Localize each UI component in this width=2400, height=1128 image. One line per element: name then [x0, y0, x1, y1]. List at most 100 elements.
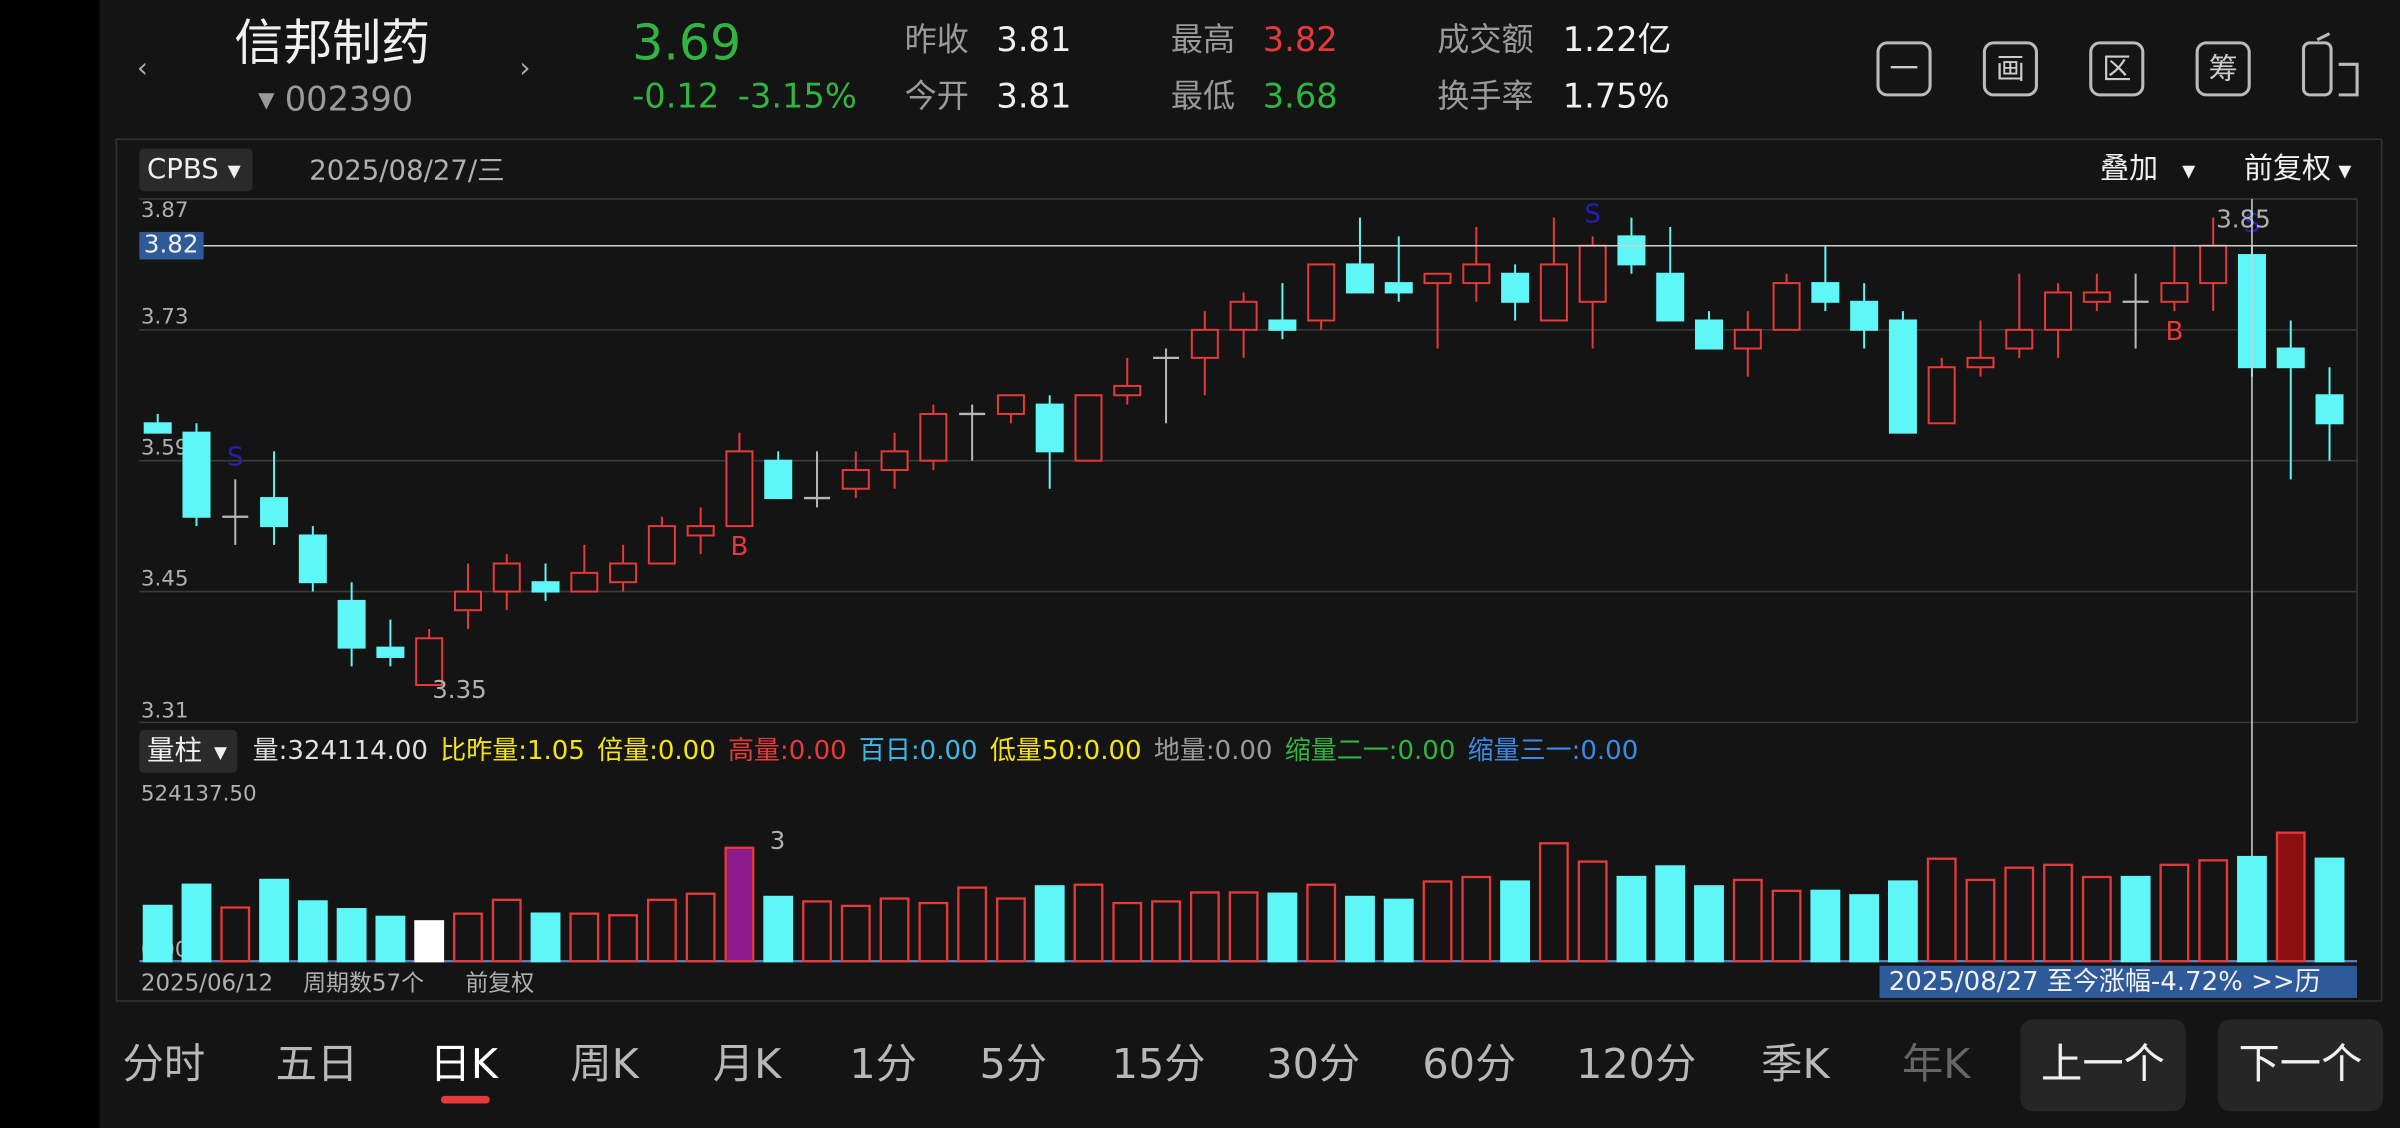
volume-bar — [1345, 895, 1375, 963]
candle-body — [1656, 272, 1685, 322]
candle-body — [1695, 319, 1724, 350]
y-tick-label: 3.45 — [141, 566, 189, 591]
volume-bar — [1228, 891, 1259, 963]
volume-bar — [879, 897, 910, 963]
footer-adjust: 前复权 — [465, 971, 534, 997]
candle-body — [1850, 300, 1879, 331]
tab[interactable]: 周K — [570, 1040, 639, 1088]
volume-bar — [1616, 875, 1647, 963]
volume-bar — [220, 906, 251, 963]
nav-button[interactable] — [2020, 1019, 2186, 1112]
volume-annotation: 3 — [770, 826, 786, 855]
volume-plot: 量:324114.00 比昨量:1.05 倍量:0.00 高量:0.00 百日:0.00… — [139, 736, 2358, 963]
candle-body — [1035, 403, 1064, 453]
volume-bar — [1034, 885, 1065, 963]
tool-button[interactable] — [1876, 41, 1932, 97]
stat-value: 3.81 — [996, 20, 1071, 59]
overlay[interactable]: 叠加 — [2100, 151, 2158, 185]
volume-bar — [2237, 855, 2267, 963]
toolbar: 一画区筹 — [1876, 32, 2359, 97]
volume-bar — [763, 895, 794, 963]
volume-bar — [1771, 889, 1802, 963]
max-price: 3.85 — [2216, 205, 2270, 234]
tab[interactable]: 5分 — [979, 1040, 1047, 1088]
volume-bar — [2314, 857, 2345, 963]
candle-body — [337, 599, 366, 649]
candle-body — [2160, 282, 2189, 303]
tool-label: 画 — [1996, 51, 2025, 85]
volume-bar — [297, 900, 328, 963]
tool-button[interactable] — [2301, 41, 2333, 97]
change: -0.12 — [632, 76, 719, 115]
candle-body — [1617, 235, 1646, 266]
tab[interactable]: 日K — [430, 1040, 499, 1088]
volume-bar — [1189, 891, 1220, 963]
candle-body — [764, 459, 793, 500]
tool-button[interactable] — [2089, 41, 2145, 97]
candle-body — [570, 571, 599, 593]
stock-code: 002390 — [285, 80, 413, 119]
volume-indicator: 倍量:0.00 — [597, 736, 716, 766]
signal: S — [227, 442, 244, 472]
candle-body — [415, 637, 444, 687]
candle-body — [725, 450, 754, 528]
price: 3.69 — [632, 14, 741, 71]
tab[interactable]: 月K — [713, 1040, 782, 1088]
candle-body — [686, 525, 715, 537]
next-stock[interactable]: › — [520, 52, 531, 84]
volume-bar — [530, 912, 561, 963]
volume-bar — [1267, 892, 1298, 963]
volume-select[interactable] — [139, 730, 238, 773]
tool-button[interactable] — [1982, 41, 2038, 97]
tab-indicator — [440, 1095, 490, 1104]
prev-stock[interactable]: ‹ — [137, 52, 148, 84]
volume-bar — [2159, 863, 2190, 963]
tab[interactable]: 分时 — [123, 1040, 206, 1088]
volume-indicator: 高量:0.00 — [728, 736, 847, 766]
tab[interactable]: 30分 — [1266, 1040, 1360, 1088]
tool-button[interactable] — [2195, 41, 2251, 97]
volume-bar — [1422, 880, 1453, 963]
tool-label: 筹 — [2209, 51, 2238, 85]
tab[interactable]: 季K — [1761, 1040, 1830, 1088]
volume-bar — [840, 904, 871, 963]
volume-bar — [375, 915, 406, 963]
tab[interactable]: 1分 — [849, 1040, 917, 1088]
y-tick-label: 3.31 — [141, 699, 189, 724]
volume-bar — [1461, 875, 1492, 963]
crosshair-label: 3.82 — [144, 230, 198, 259]
volume-bar — [802, 900, 832, 963]
code-arrow[interactable]: ▼ — [258, 88, 275, 113]
tab[interactable]: 60分 — [1422, 1040, 1516, 1088]
tab[interactable]: 年K — [1902, 1040, 1971, 1088]
volume-bar — [1112, 901, 1143, 963]
indicator: CPBS — [147, 153, 219, 185]
candle-body — [1539, 263, 1568, 322]
candle-body — [1190, 328, 1219, 359]
indicator-select[interactable] — [139, 148, 253, 192]
stat-label: 成交额 — [1437, 20, 1533, 58]
y-tick-label: 3.73 — [141, 305, 189, 330]
dropdown-arrow: ▼ — [2182, 160, 2195, 180]
tab[interactable]: 五日 — [276, 1040, 359, 1088]
candle-body — [2044, 291, 2073, 331]
candle-body — [1501, 272, 1530, 303]
tab[interactable]: 15分 — [1112, 1040, 1206, 1088]
range-summary[interactable]: 2025/08/27 至今涨幅-4.72% >>历 — [1889, 967, 2321, 997]
adjust[interactable]: 前复权 — [2244, 151, 2331, 185]
tab[interactable]: 120分 — [1576, 1040, 1696, 1088]
left-strip — [0, 0, 100, 1128]
volume-bar — [1306, 883, 1337, 963]
volume-bar — [1849, 894, 1880, 963]
volume-bar — [1577, 860, 1608, 963]
signal: B — [2165, 317, 2183, 347]
candle-body — [880, 450, 909, 472]
volume-bar — [685, 892, 716, 963]
volume-bar — [646, 898, 677, 963]
candle-body — [1384, 282, 1413, 294]
period-count: 周期数57个 — [303, 971, 424, 997]
nav-button[interactable] — [2217, 1019, 2384, 1112]
stat-label: 最低 — [1171, 77, 1235, 115]
